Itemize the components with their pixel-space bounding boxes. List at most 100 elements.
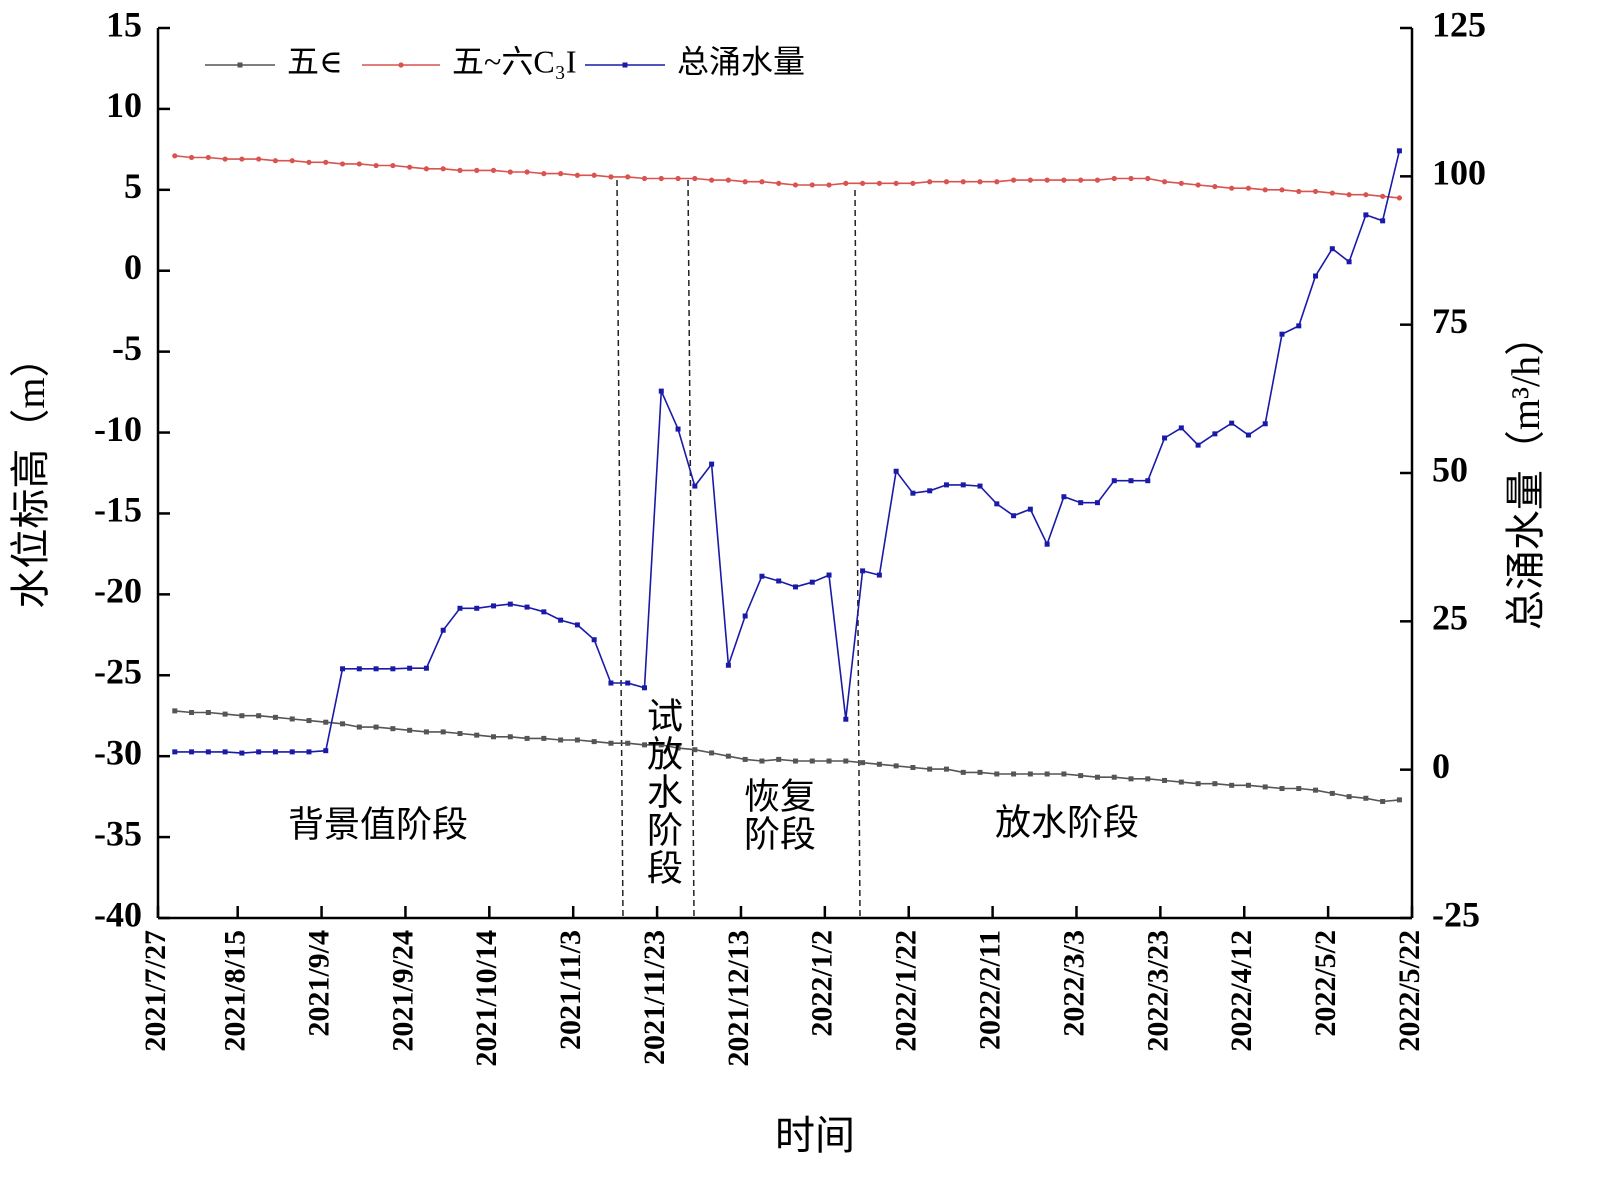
point bbox=[1162, 777, 1168, 783]
point bbox=[524, 604, 530, 610]
point bbox=[306, 749, 312, 755]
point bbox=[1162, 435, 1168, 441]
point bbox=[457, 167, 463, 173]
point bbox=[642, 742, 648, 748]
point bbox=[1078, 177, 1084, 183]
series-line bbox=[174, 155, 1400, 199]
point bbox=[1027, 506, 1033, 512]
phase-label: 水 bbox=[647, 772, 683, 812]
point bbox=[524, 169, 530, 175]
point bbox=[323, 159, 329, 165]
y2-axis-label: 总涌水量（m³/h） bbox=[1503, 316, 1548, 630]
point bbox=[1363, 795, 1369, 801]
phase-label: 背景值阶段 bbox=[288, 804, 468, 844]
x-tick-label: 2022/2/11 bbox=[973, 930, 1006, 1050]
point bbox=[591, 172, 597, 178]
point bbox=[776, 756, 782, 762]
y-tick-label: -35 bbox=[94, 813, 142, 853]
x-tick-label: 2021/11/23 bbox=[638, 930, 671, 1065]
point bbox=[1145, 776, 1151, 782]
point bbox=[809, 758, 815, 764]
point bbox=[1094, 500, 1100, 506]
point bbox=[809, 579, 815, 585]
series-line bbox=[174, 710, 1400, 803]
point bbox=[222, 156, 228, 162]
x-tick-label: 2022/5/22 bbox=[1393, 930, 1426, 1052]
point bbox=[859, 180, 866, 186]
point bbox=[1111, 175, 1117, 182]
point bbox=[843, 716, 849, 722]
point bbox=[1346, 259, 1352, 265]
point bbox=[1027, 177, 1033, 183]
x-tick-label: 2021/9/24 bbox=[386, 930, 419, 1052]
point bbox=[574, 172, 580, 178]
point bbox=[1279, 786, 1285, 792]
point bbox=[507, 734, 513, 740]
point bbox=[910, 490, 916, 496]
point bbox=[742, 756, 748, 762]
point bbox=[474, 732, 480, 738]
point bbox=[373, 666, 379, 672]
point bbox=[1313, 787, 1319, 793]
point bbox=[1346, 192, 1352, 198]
point bbox=[289, 749, 295, 755]
point bbox=[943, 179, 950, 185]
phase-label: 段 bbox=[647, 848, 683, 888]
point bbox=[692, 747, 698, 753]
legend-label: 总涌水量 bbox=[677, 43, 805, 79]
point bbox=[1212, 183, 1218, 190]
point bbox=[239, 713, 245, 719]
point bbox=[742, 179, 748, 185]
point bbox=[323, 748, 329, 754]
point bbox=[188, 154, 195, 161]
point bbox=[239, 750, 245, 756]
y-axis-label: 水位标高（m） bbox=[8, 337, 53, 608]
point bbox=[792, 182, 799, 188]
point bbox=[1279, 187, 1285, 193]
point bbox=[742, 613, 748, 619]
x-tick-label: 2021/12/13 bbox=[722, 930, 755, 1067]
point bbox=[591, 637, 597, 643]
point bbox=[558, 171, 564, 177]
y2-tick-label: 75 bbox=[1432, 301, 1468, 341]
point bbox=[893, 763, 899, 769]
legend-item: 五~六C₃I bbox=[362, 43, 576, 79]
point bbox=[390, 726, 396, 732]
point bbox=[876, 180, 882, 186]
point bbox=[339, 161, 346, 167]
point bbox=[272, 714, 278, 720]
y-tick-label: -15 bbox=[94, 490, 142, 530]
legend-item: 五∈ bbox=[205, 43, 343, 79]
point bbox=[1396, 797, 1402, 803]
point bbox=[491, 603, 497, 609]
point bbox=[356, 666, 362, 672]
x-tick-label: 2022/1/2 bbox=[806, 930, 839, 1037]
point bbox=[910, 765, 916, 771]
point bbox=[1380, 218, 1386, 224]
point bbox=[709, 750, 715, 756]
point bbox=[1044, 177, 1050, 183]
point bbox=[474, 605, 480, 611]
point bbox=[1078, 500, 1084, 506]
point bbox=[843, 180, 849, 186]
point bbox=[826, 572, 832, 578]
point bbox=[1212, 431, 1218, 437]
phase-dividers bbox=[616, 179, 861, 919]
point bbox=[725, 662, 731, 668]
point bbox=[440, 627, 446, 633]
point bbox=[440, 166, 446, 172]
point bbox=[1178, 779, 1184, 785]
point bbox=[1313, 273, 1319, 279]
point bbox=[356, 161, 362, 167]
point bbox=[256, 713, 262, 719]
point bbox=[658, 175, 664, 182]
point bbox=[457, 731, 463, 737]
point bbox=[725, 177, 731, 183]
point bbox=[1396, 148, 1402, 154]
point bbox=[541, 609, 547, 615]
y-tick-label: -5 bbox=[112, 328, 142, 368]
point bbox=[809, 182, 815, 188]
series-line bbox=[174, 150, 1401, 754]
point bbox=[860, 568, 866, 574]
x-tick-label: 2021/7/27 bbox=[139, 930, 172, 1052]
